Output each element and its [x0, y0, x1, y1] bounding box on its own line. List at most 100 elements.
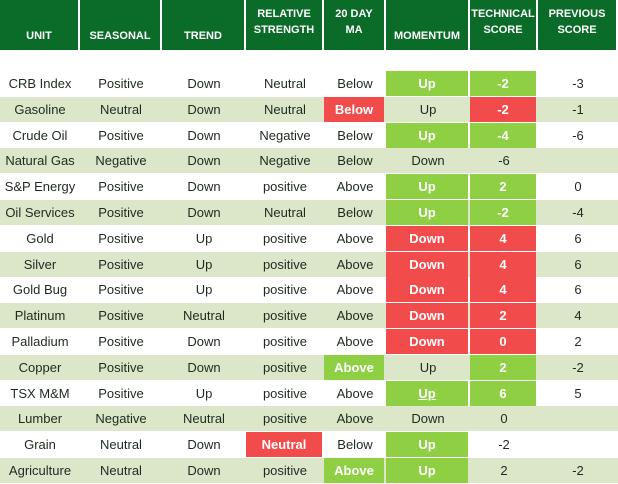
cell-trend: Neutral	[183, 411, 225, 427]
table-row: Silver Positive Up positive Above Down 4 6	[0, 251, 618, 277]
table-row: Lumber Negative Neutral positive Above Down 0	[0, 406, 618, 432]
cell-rs: positive	[262, 230, 308, 246]
cell-rs: Negative	[259, 127, 311, 143]
cell-seasonal: Positive	[98, 308, 144, 324]
cell-ma: Below	[337, 205, 373, 220]
cell-seasonal: Positive	[98, 127, 144, 143]
cell-rs: positive	[262, 282, 308, 298]
cell-prev: -2	[572, 359, 584, 375]
cell-rs: Neutral	[264, 76, 306, 91]
cell-tech: -2	[470, 96, 536, 122]
cell-rs: positive	[262, 411, 308, 427]
cell-unit: Natural Gas	[5, 153, 75, 169]
cell-tech: 2	[470, 303, 536, 329]
cell-unit: TSX M&M	[10, 385, 70, 401]
cell-rs: positive	[262, 334, 308, 349]
cell-momentum: Down	[386, 225, 468, 251]
table-row: Grain Neutral Down Neutral Below Up -2	[0, 432, 618, 458]
cell-ma: Above	[336, 308, 374, 324]
cell-trend: Up	[195, 256, 213, 272]
header-previous-score-line2: SCORE	[557, 24, 597, 36]
cell-unit: Agriculture	[8, 463, 72, 478]
cell-momentum: Down	[386, 277, 468, 303]
cell-unit: Gasoline	[14, 101, 66, 117]
cell-momentum: Up	[386, 71, 468, 96]
cell-trend: Up	[195, 230, 213, 246]
table-row: Agriculture Neutral Down positive Above Up 2 -2	[0, 458, 618, 483]
cell-rs: Negative	[259, 153, 311, 169]
cell-momentum: Up	[386, 174, 468, 200]
cell-momentum: Down	[411, 411, 445, 427]
cell-unit: Oil Services	[5, 205, 75, 220]
table-row: Gold Positive Up positive Above Down 4 6	[0, 225, 618, 251]
header-relative-strength-line2: STRENGTH	[253, 24, 315, 36]
cell-seasonal: Negative	[95, 153, 147, 169]
cell-seasonal: Positive	[98, 385, 144, 401]
cell-trend: Down	[187, 463, 221, 478]
cell-ma: Above	[324, 354, 384, 380]
cell-momentum: Down	[386, 329, 468, 354]
header-relative-strength-line1: RELATIVE	[257, 8, 311, 20]
cell-tech: 0	[500, 411, 508, 427]
cell-tech: 2	[470, 174, 536, 200]
cell-tech: 0	[470, 329, 536, 354]
cell-prev	[538, 432, 618, 457]
cell-trend: Down	[187, 359, 221, 375]
cell-ma: Below	[337, 127, 373, 143]
table-row: CRB Index Positive Down Neutral Below Up -2 -3	[0, 71, 618, 96]
cell-seasonal: Positive	[98, 359, 144, 375]
cell-prev: -2	[572, 463, 584, 478]
cell-tech: -2	[498, 437, 510, 453]
cell-unit: Crude Oil	[12, 127, 68, 143]
cell-momentum: Down	[386, 251, 468, 277]
table-row: Natural Gas Negative Down Negative Below Down…	[0, 148, 618, 174]
cell-trend: Down	[187, 437, 221, 453]
cell-trend: Up	[195, 282, 213, 298]
header-relative-strength: RELATIVE STRENGTH	[246, 0, 324, 50]
cell-prev: 6	[574, 230, 582, 246]
cell-rs: positive	[262, 256, 308, 272]
cell-momentum: Up	[386, 380, 468, 406]
cell-seasonal: Positive	[98, 230, 144, 246]
cell-ma: Above	[336, 411, 374, 427]
cell-ma: Below	[337, 437, 373, 453]
table-row: Gold Bug Positive Up positive Above Down 4 6	[0, 277, 618, 303]
cell-prev: -4	[572, 205, 584, 220]
table-row: Palladium Positive Down positive Above Down 0 2	[0, 329, 618, 354]
cell-ma: Above	[336, 179, 374, 195]
cell-ma: Above	[336, 334, 374, 349]
cell-prev: 4	[574, 308, 582, 324]
cell-unit: S&P Energy	[4, 179, 76, 195]
cell-tech: 4	[470, 225, 536, 251]
cell-ma: Above	[336, 256, 374, 272]
cell-tech: -2	[470, 200, 536, 225]
cell-momentum: Up	[386, 200, 468, 225]
table-row: Platinum Positive Neutral positive Above Down…	[0, 303, 618, 329]
header-20-day-ma-line2: MA	[345, 24, 363, 36]
header-momentum: MOMENTUM	[386, 0, 470, 50]
cell-rs: positive	[262, 463, 308, 478]
cell-rs: Neutral	[264, 205, 306, 220]
cell-seasonal: Neutral	[100, 437, 142, 453]
cell-ma: Below	[337, 76, 373, 91]
table-row: Crude Oil Positive Down Negative Below Up -4 -6	[0, 122, 618, 148]
cell-trend: Neutral	[183, 308, 225, 324]
cell-tech: 2	[470, 354, 536, 380]
cell-prev: 5	[574, 385, 582, 401]
cell-rs: Neutral	[264, 101, 306, 117]
cell-trend: Down	[187, 334, 221, 349]
header-previous-score-line1: PREVIOUS	[548, 8, 606, 20]
cell-trend: Down	[187, 205, 221, 220]
cell-unit: Platinum	[14, 308, 66, 324]
cell-prev: -1	[572, 101, 584, 117]
cell-ma: Below	[324, 96, 384, 122]
cell-momentum: Up	[386, 122, 468, 148]
header-previous-score: PREVIOUS SCORE	[538, 0, 618, 50]
cell-seasonal: Positive	[98, 282, 144, 298]
cell-seasonal: Positive	[98, 205, 144, 220]
cell-unit: Silver	[23, 256, 57, 272]
table-row: S&P Energy Positive Down positive Above Up 2 0	[0, 174, 618, 200]
cell-prev	[538, 148, 618, 173]
cell-rs: positive	[262, 179, 308, 195]
